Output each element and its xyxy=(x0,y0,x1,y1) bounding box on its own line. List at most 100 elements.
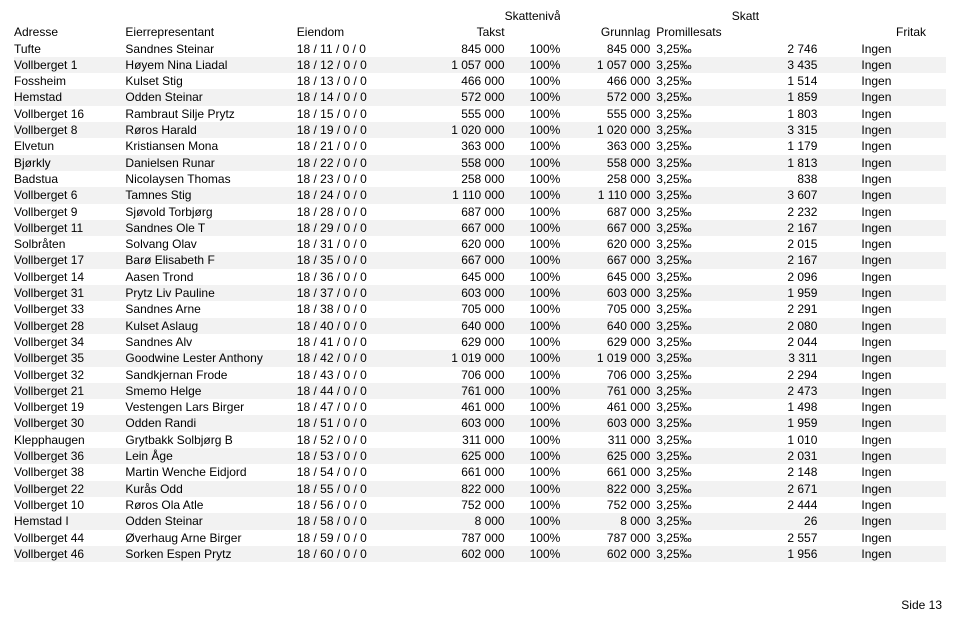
table-row: Vollberget 38Martin Wenche Eidjord18 / 5… xyxy=(14,464,946,480)
cell-eiendom: 18 / 36 / 0 / 0 xyxy=(297,269,419,285)
cell-promille: 3,25‰ xyxy=(650,57,731,73)
cell-promille: 3,25‰ xyxy=(650,448,731,464)
cell-promille: 3,25‰ xyxy=(650,252,731,268)
cell-eiendom: 18 / 24 / 0 / 0 xyxy=(297,187,419,203)
cell-skatt: 2 044 xyxy=(732,334,818,350)
cell-fritak: Ingen xyxy=(817,448,946,464)
cell-grunn: 466 000 xyxy=(560,73,650,89)
cell-fritak: Ingen xyxy=(817,269,946,285)
table-row: Vollberget 28Kulset Aslaug18 / 40 / 0 / … xyxy=(14,318,946,334)
cell-fritak: Ingen xyxy=(817,106,946,122)
cell-promille: 3,25‰ xyxy=(650,546,731,562)
cell-skatt: 2 148 xyxy=(732,464,818,480)
cell-adresse: Vollberget 11 xyxy=(14,220,125,236)
cell-adresse: Vollberget 8 xyxy=(14,122,125,138)
cell-fritak: Ingen xyxy=(817,171,946,187)
cell-eiendom: 18 / 47 / 0 / 0 xyxy=(297,399,419,415)
table-row: BadstuaNicolaysen Thomas18 / 23 / 0 / 02… xyxy=(14,171,946,187)
cell-grunn: 667 000 xyxy=(560,252,650,268)
cell-adresse: Fossheim xyxy=(14,73,125,89)
cell-takst: 706 000 xyxy=(419,367,505,383)
cell-eier: Kulset Aslaug xyxy=(125,318,296,334)
cell-eiendom: 18 / 54 / 0 / 0 xyxy=(297,464,419,480)
cell-promille: 3,25‰ xyxy=(650,350,731,366)
hdr-skatt: Skatt xyxy=(732,8,818,24)
cell-eiendom: 18 / 12 / 0 / 0 xyxy=(297,57,419,73)
cell-fritak: Ingen xyxy=(817,252,946,268)
cell-niva: 100% xyxy=(505,269,561,285)
cell-niva: 100% xyxy=(505,415,561,431)
cell-adresse: Tufte xyxy=(14,41,125,57)
cell-niva: 100% xyxy=(505,138,561,154)
cell-fritak: Ingen xyxy=(817,57,946,73)
cell-grunn: 787 000 xyxy=(560,530,650,546)
cell-eier: Kurås Odd xyxy=(125,481,296,497)
cell-promille: 3,25‰ xyxy=(650,513,731,529)
cell-adresse: Vollberget 36 xyxy=(14,448,125,464)
cell-promille: 3,25‰ xyxy=(650,334,731,350)
table-row: Vollberget 35Goodwine Lester Anthony18 /… xyxy=(14,350,946,366)
table-row: TufteSandnes Steinar18 / 11 / 0 / 0845 0… xyxy=(14,41,946,57)
cell-eier: Røros Harald xyxy=(125,122,296,138)
cell-niva: 100% xyxy=(505,89,561,105)
cell-grunn: 603 000 xyxy=(560,285,650,301)
cell-takst: 640 000 xyxy=(419,318,505,334)
cell-eiendom: 18 / 52 / 0 / 0 xyxy=(297,432,419,448)
cell-niva: 100% xyxy=(505,334,561,350)
cell-skatt: 3 315 xyxy=(732,122,818,138)
cell-takst: 705 000 xyxy=(419,301,505,317)
cell-grunn: 8 000 xyxy=(560,513,650,529)
cell-niva: 100% xyxy=(505,73,561,89)
cell-eiendom: 18 / 14 / 0 / 0 xyxy=(297,89,419,105)
cell-takst: 8 000 xyxy=(419,513,505,529)
cell-eiendom: 18 / 41 / 0 / 0 xyxy=(297,334,419,350)
table-row: Vollberget 46Sorken Espen Prytz18 / 60 /… xyxy=(14,546,946,562)
cell-takst: 603 000 xyxy=(419,285,505,301)
cell-adresse: Vollberget 28 xyxy=(14,318,125,334)
cell-promille: 3,25‰ xyxy=(650,318,731,334)
cell-fritak: Ingen xyxy=(817,187,946,203)
cell-niva: 100% xyxy=(505,350,561,366)
cell-adresse: Vollberget 14 xyxy=(14,269,125,285)
cell-grunn: 761 000 xyxy=(560,383,650,399)
cell-skatt: 2 080 xyxy=(732,318,818,334)
cell-niva: 100% xyxy=(505,481,561,497)
cell-takst: 667 000 xyxy=(419,252,505,268)
cell-promille: 3,25‰ xyxy=(650,89,731,105)
cell-adresse: Vollberget 32 xyxy=(14,367,125,383)
table-row: KlepphaugenGrytbakk Solbjørg B18 / 52 / … xyxy=(14,432,946,448)
cell-niva: 100% xyxy=(505,204,561,220)
cell-eiendom: 18 / 43 / 0 / 0 xyxy=(297,367,419,383)
cell-niva: 100% xyxy=(505,367,561,383)
table-row: Vollberget 34Sandnes Alv18 / 41 / 0 / 06… xyxy=(14,334,946,350)
table-row: Hemstad IOdden Steinar18 / 58 / 0 / 08 0… xyxy=(14,513,946,529)
cell-grunn: 461 000 xyxy=(560,399,650,415)
cell-eier: Martin Wenche Eidjord xyxy=(125,464,296,480)
cell-eiendom: 18 / 59 / 0 / 0 xyxy=(297,530,419,546)
cell-skatt: 1 959 xyxy=(732,285,818,301)
cell-promille: 3,25‰ xyxy=(650,383,731,399)
hdr-grunn: Grunnlag xyxy=(560,24,650,40)
cell-adresse: Vollberget 33 xyxy=(14,301,125,317)
cell-takst: 1 019 000 xyxy=(419,350,505,366)
cell-takst: 311 000 xyxy=(419,432,505,448)
cell-adresse: Vollberget 22 xyxy=(14,481,125,497)
table-row: Vollberget 21Smemo Helge18 / 44 / 0 / 07… xyxy=(14,383,946,399)
cell-eiendom: 18 / 15 / 0 / 0 xyxy=(297,106,419,122)
cell-fritak: Ingen xyxy=(817,399,946,415)
cell-eiendom: 18 / 60 / 0 / 0 xyxy=(297,546,419,562)
cell-grunn: 645 000 xyxy=(560,269,650,285)
cell-skatt: 26 xyxy=(732,513,818,529)
hdr-promille: Promillesats xyxy=(650,24,731,40)
cell-promille: 3,25‰ xyxy=(650,497,731,513)
cell-adresse: Vollberget 16 xyxy=(14,106,125,122)
cell-promille: 3,25‰ xyxy=(650,171,731,187)
cell-eiendom: 18 / 13 / 0 / 0 xyxy=(297,73,419,89)
cell-skatt: 2 473 xyxy=(732,383,818,399)
cell-adresse: Vollberget 34 xyxy=(14,334,125,350)
cell-eiendom: 18 / 40 / 0 / 0 xyxy=(297,318,419,334)
cell-eier: Sandnes Alv xyxy=(125,334,296,350)
cell-takst: 761 000 xyxy=(419,383,505,399)
cell-skatt: 1 859 xyxy=(732,89,818,105)
cell-takst: 661 000 xyxy=(419,464,505,480)
